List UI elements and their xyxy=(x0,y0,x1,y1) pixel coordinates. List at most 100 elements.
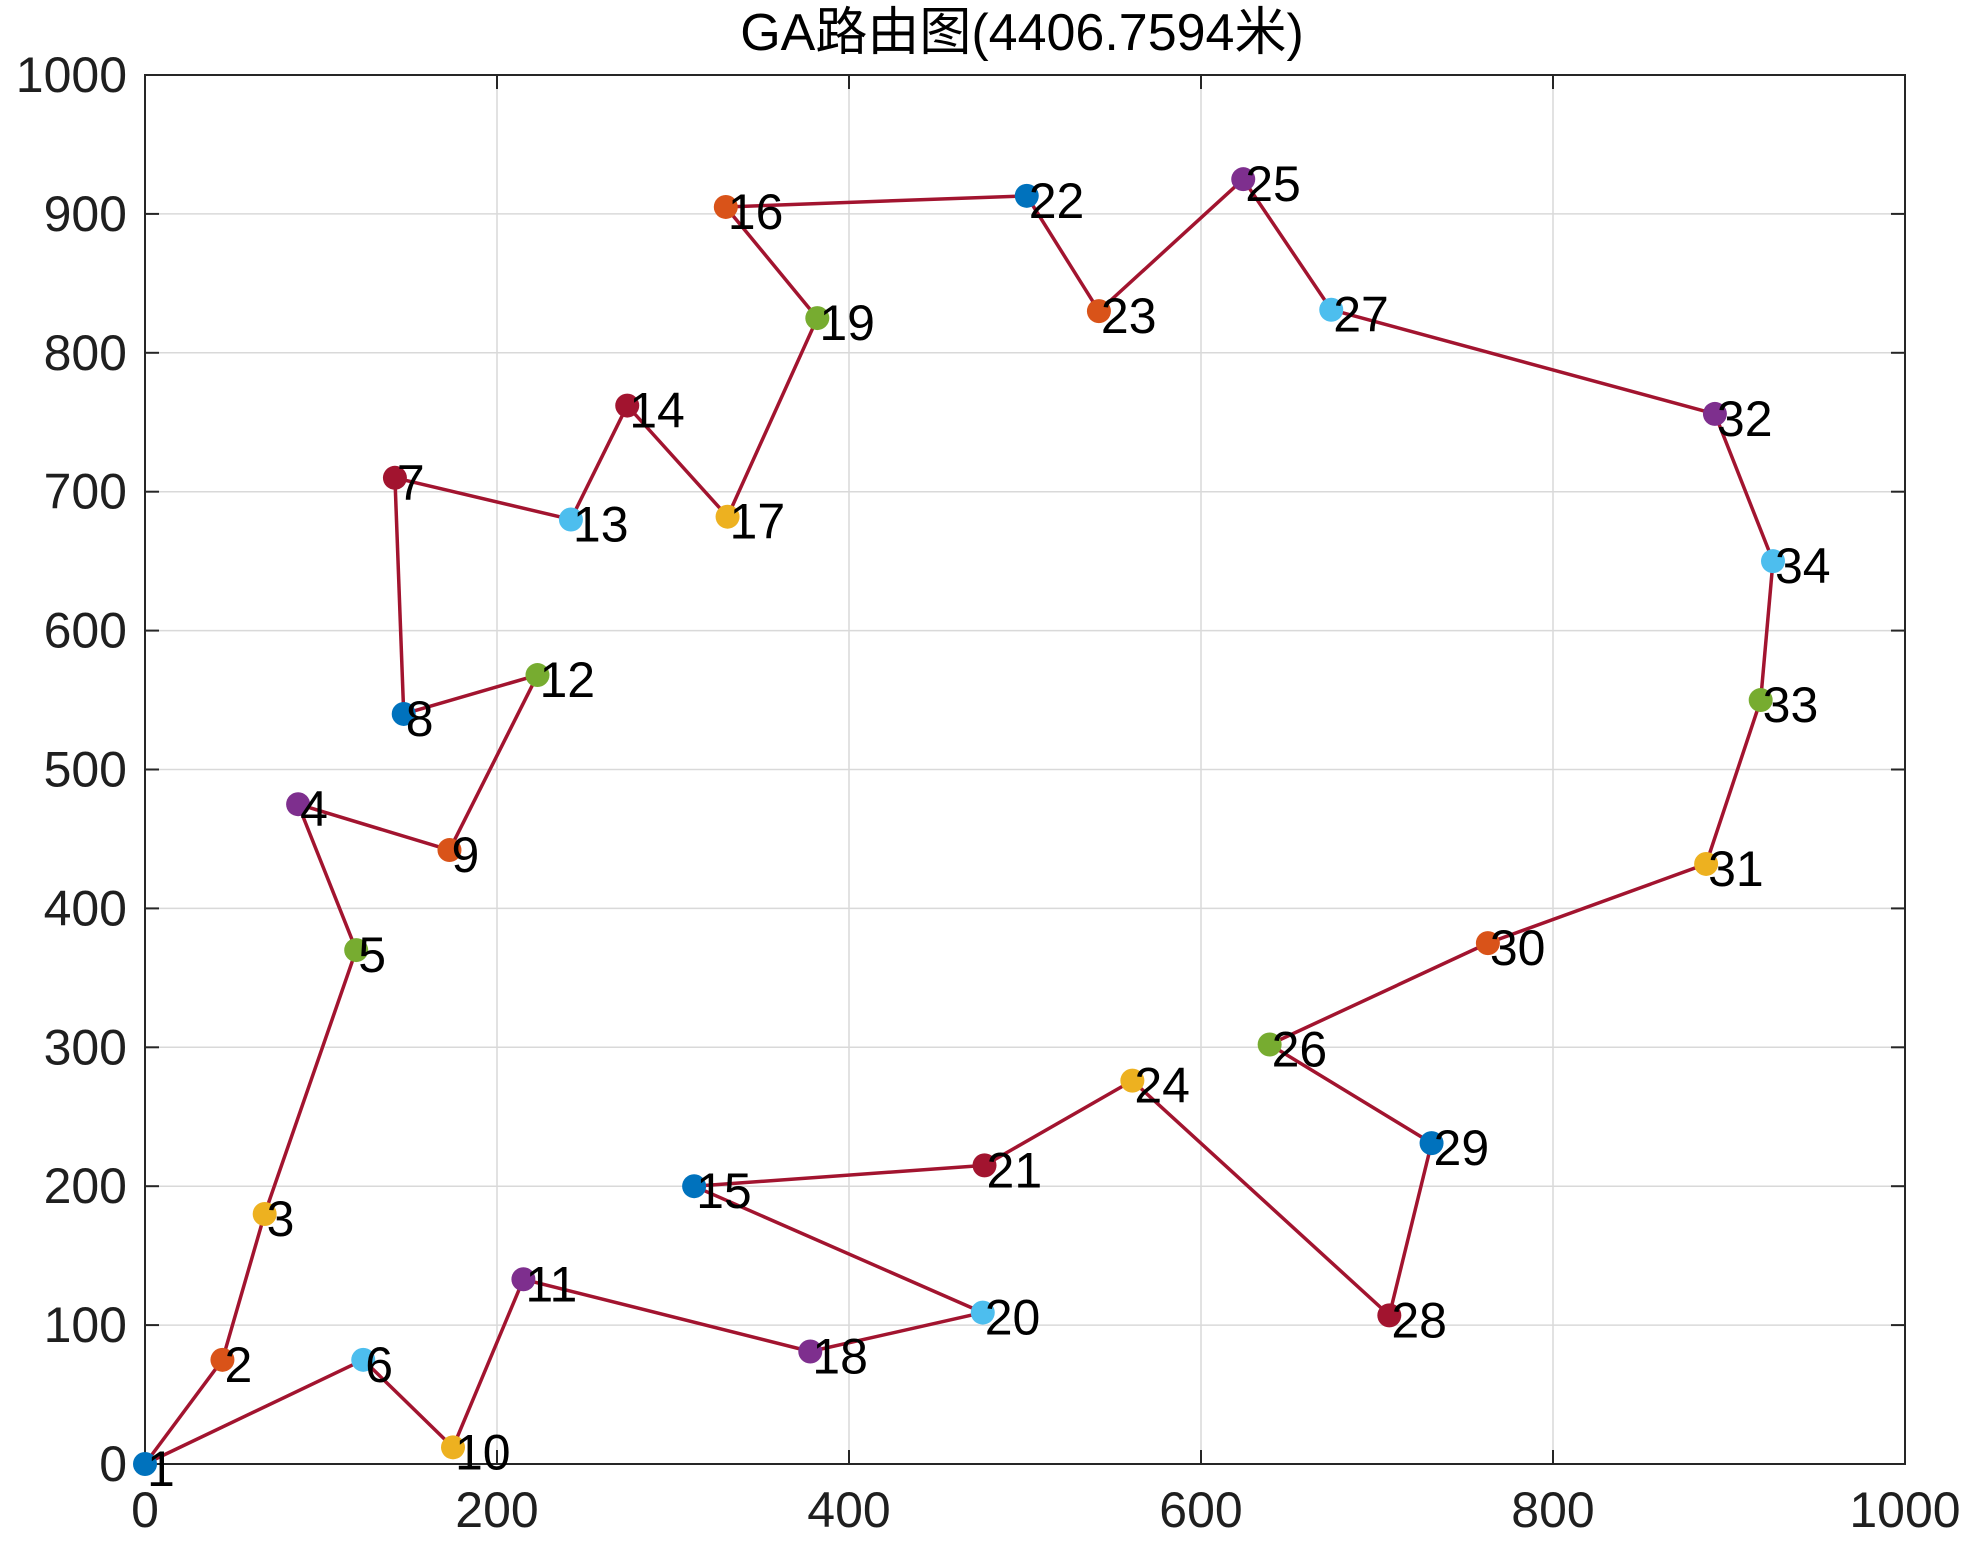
route-segment xyxy=(625,404,729,518)
route-segment xyxy=(1704,699,1763,865)
x-tick-label: 600 xyxy=(1159,1482,1242,1538)
point-label-13: 13 xyxy=(573,496,629,552)
y-tick-label: 700 xyxy=(44,464,127,520)
route-segment xyxy=(263,949,358,1215)
point-marker-26 xyxy=(1257,1032,1282,1057)
point-label-4: 4 xyxy=(300,781,328,837)
point-marker-24 xyxy=(1120,1068,1145,1093)
point-marker-29 xyxy=(1419,1131,1444,1156)
route-segment xyxy=(1713,413,1775,562)
point-labels: 1234567891011121314151617181920212223242… xyxy=(147,156,1831,1497)
route-segment xyxy=(1268,941,1489,1047)
point-label-23: 23 xyxy=(1101,288,1157,344)
y-tick-label: 500 xyxy=(44,742,127,798)
route-segment xyxy=(1268,1043,1433,1145)
route-segment xyxy=(1387,1142,1434,1316)
point-label-6: 6 xyxy=(365,1337,393,1393)
route-segment xyxy=(362,1358,455,1449)
point-marker-25 xyxy=(1231,167,1256,192)
point-label-22: 22 xyxy=(1029,173,1085,229)
point-label-7: 7 xyxy=(397,455,425,511)
route-segment xyxy=(569,404,629,521)
x-tick-label: 0 xyxy=(131,1482,159,1538)
route-segment xyxy=(1097,177,1245,313)
grid xyxy=(144,74,1906,1465)
route-segment xyxy=(143,1358,224,1466)
route-segment xyxy=(447,674,540,851)
route-segment xyxy=(220,1213,267,1361)
point-label-1: 1 xyxy=(147,1441,175,1497)
point-marker-8 xyxy=(391,701,416,726)
x-tick-label: 400 xyxy=(807,1482,890,1538)
point-marker-17 xyxy=(715,504,740,529)
y-tick-label: 1000 xyxy=(16,47,127,103)
x-tick-label: 800 xyxy=(1511,1482,1594,1538)
point-marker-7 xyxy=(382,465,407,490)
point-marker-4 xyxy=(286,792,311,817)
point-marker-13 xyxy=(558,507,583,532)
point-marker-19 xyxy=(805,306,830,331)
x-tick-label: 200 xyxy=(455,1482,538,1538)
route-segment xyxy=(1241,178,1333,311)
route-segment xyxy=(809,1310,984,1354)
point-label-29: 29 xyxy=(1434,1120,1490,1176)
point-label-31: 31 xyxy=(1708,841,1764,897)
point-markers xyxy=(133,167,1785,1476)
point-marker-6 xyxy=(351,1347,376,1372)
route-segment xyxy=(1025,194,1101,313)
route-segment xyxy=(393,477,406,715)
x-tick-label: 1000 xyxy=(1849,1482,1960,1538)
point-label-26: 26 xyxy=(1272,1022,1328,1078)
route-segment xyxy=(1131,1079,1391,1317)
point-marker-2 xyxy=(210,1347,235,1372)
route-segment xyxy=(296,803,358,951)
route-segment xyxy=(724,205,819,320)
point-marker-33 xyxy=(1748,688,1773,713)
route-segment xyxy=(394,476,572,522)
point-label-12: 12 xyxy=(539,652,595,708)
point-marker-5 xyxy=(344,938,369,963)
point-marker-22 xyxy=(1014,183,1039,208)
point-label-25: 25 xyxy=(1245,156,1301,212)
point-label-5: 5 xyxy=(358,927,386,983)
point-label-20: 20 xyxy=(985,1290,1041,1346)
point-label-27: 27 xyxy=(1333,287,1389,343)
point-marker-12 xyxy=(525,663,550,688)
route-segment xyxy=(725,317,819,518)
point-marker-32 xyxy=(1702,401,1727,426)
point-label-8: 8 xyxy=(406,691,434,747)
point-label-11: 11 xyxy=(525,1256,577,1312)
point-label-15: 15 xyxy=(696,1163,752,1219)
y-tick-label: 800 xyxy=(44,325,127,381)
route-segment xyxy=(1758,560,1775,701)
axes-box xyxy=(144,74,1906,1465)
route-segment xyxy=(522,1277,811,1354)
point-label-34: 34 xyxy=(1775,538,1831,594)
point-marker-30 xyxy=(1475,931,1500,956)
point-label-24: 24 xyxy=(1134,1058,1190,1114)
route-segment xyxy=(983,1079,1134,1167)
y-tick-label: 0 xyxy=(99,1436,127,1492)
point-label-17: 17 xyxy=(730,494,786,550)
route-segment xyxy=(451,1278,526,1449)
point-marker-10 xyxy=(441,1435,465,1460)
route-segment xyxy=(1487,862,1707,945)
point-marker-34 xyxy=(1761,549,1785,574)
point-marker-23 xyxy=(1086,299,1111,324)
y-tick-label: 900 xyxy=(44,186,127,242)
route-segment xyxy=(693,1184,984,1315)
point-label-14: 14 xyxy=(629,383,685,439)
point-marker-15 xyxy=(682,1174,707,1199)
route-segment xyxy=(403,673,538,716)
point-marker-14 xyxy=(615,393,640,418)
point-marker-27 xyxy=(1319,297,1344,322)
chart-title: GA路由图(4406.7594米) xyxy=(740,4,1304,62)
point-marker-9 xyxy=(437,838,462,863)
route xyxy=(143,177,1775,1466)
point-marker-31 xyxy=(1694,851,1719,876)
point-label-3: 3 xyxy=(267,1191,295,1247)
point-label-19: 19 xyxy=(819,295,875,351)
point-label-33: 33 xyxy=(1763,677,1819,733)
point-marker-21 xyxy=(972,1153,997,1178)
